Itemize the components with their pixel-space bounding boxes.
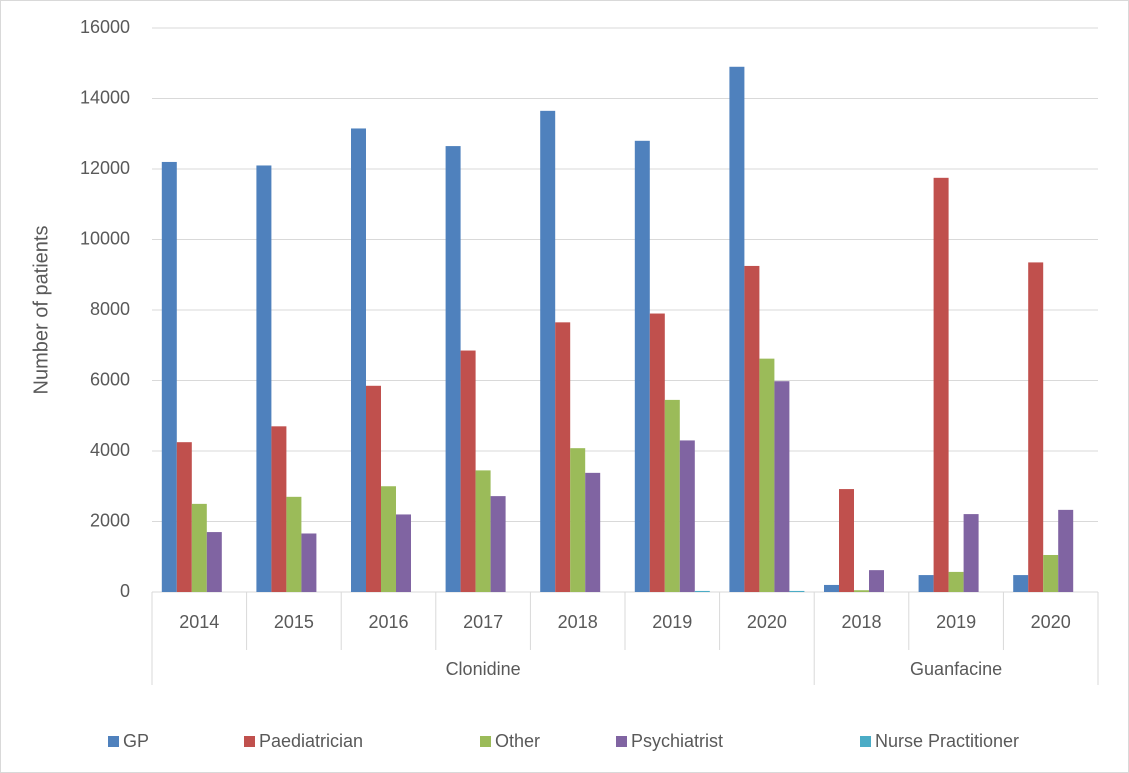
bar [570, 448, 586, 592]
bar [948, 571, 964, 592]
x-tick-label: 2020 [1031, 612, 1071, 632]
bar [679, 440, 695, 592]
bar [918, 575, 934, 592]
bar [381, 486, 396, 592]
bar [206, 532, 222, 592]
bar [1058, 509, 1074, 592]
bar [1028, 262, 1044, 592]
bar [824, 584, 839, 592]
bar [1013, 575, 1029, 592]
bar [649, 313, 665, 592]
bar [555, 322, 571, 592]
bar [839, 489, 854, 592]
x-tick-label: 2018 [558, 612, 598, 632]
y-tick-label: 14000 [80, 87, 130, 107]
y-tick-label: 10000 [80, 228, 130, 248]
y-tick-label: 16000 [80, 17, 130, 37]
bar [634, 140, 650, 593]
x-tick-label: 2018 [841, 612, 881, 632]
x-tick-label: 2015 [274, 612, 314, 632]
bar [759, 358, 775, 592]
legend-label: Other [495, 731, 540, 751]
y-tick-label: 2000 [90, 510, 130, 530]
legend-label: Psychiatrist [631, 731, 723, 751]
bar [774, 381, 790, 592]
bar [161, 161, 177, 592]
x-tick-label: 2019 [936, 612, 976, 632]
y-axis-label: Number of patients [30, 226, 52, 395]
legend-label: GP [123, 731, 149, 751]
y-tick-label: 6000 [90, 369, 130, 389]
bar [540, 110, 556, 593]
bar [854, 590, 869, 592]
legend-label: Paediatrician [259, 731, 363, 751]
bar [1043, 554, 1059, 592]
bar [664, 399, 680, 592]
y-tick-label: 12000 [80, 158, 130, 178]
bar [256, 165, 272, 592]
bar [585, 472, 601, 592]
bar [445, 146, 461, 592]
bar [963, 514, 979, 592]
bar [475, 470, 491, 592]
legend-label: Nurse Practitioner [875, 731, 1019, 751]
bar [694, 590, 710, 592]
legend-swatch [108, 736, 119, 747]
bar [789, 590, 805, 592]
bar [286, 496, 302, 592]
bar [271, 426, 287, 592]
legend-swatch [860, 736, 871, 747]
x-tick-label: 2016 [368, 612, 408, 632]
bar [396, 514, 411, 592]
bar [744, 265, 760, 592]
x-tick-label: 2020 [747, 612, 787, 632]
bar [933, 177, 949, 592]
x-tick-label: 2014 [179, 612, 219, 632]
y-tick-label: 0 [120, 581, 130, 601]
bar [176, 442, 192, 592]
group-label: Clonidine [446, 659, 521, 679]
bar [490, 496, 506, 592]
legend-swatch [244, 736, 255, 747]
legend-swatch [616, 736, 627, 747]
bar [869, 570, 884, 592]
bar [301, 533, 317, 592]
y-tick-label: 8000 [90, 299, 130, 319]
bar [460, 350, 476, 592]
bar [351, 128, 366, 592]
bar [366, 385, 381, 592]
legend-swatch [480, 736, 491, 747]
group-label: Guanfacine [910, 659, 1002, 679]
y-tick-label: 4000 [90, 440, 130, 460]
x-tick-label: 2017 [463, 612, 503, 632]
bar [729, 66, 745, 592]
bar [191, 503, 207, 592]
x-tick-label: 2019 [652, 612, 692, 632]
